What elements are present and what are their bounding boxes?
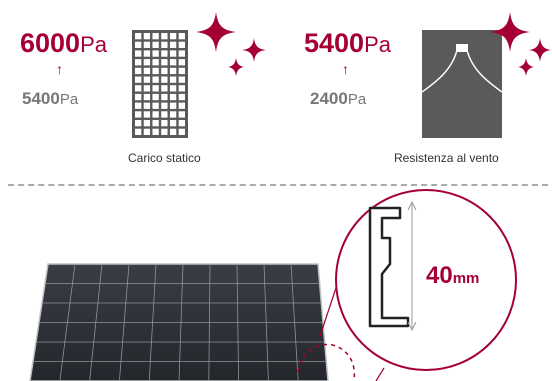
module-cell xyxy=(161,120,168,127)
module-cell xyxy=(178,41,185,48)
module-cell xyxy=(169,41,177,48)
wind-load-value-high: 5400Pa xyxy=(304,28,391,58)
module-cell xyxy=(161,76,168,83)
solar-module-grid-icon xyxy=(132,30,188,138)
module-cell xyxy=(143,50,151,57)
module-cell xyxy=(161,33,168,40)
module-cell xyxy=(178,59,185,66)
module-cell xyxy=(178,76,185,83)
module-cell xyxy=(143,85,151,92)
wind-load-section: 5400Pa ↑ 2400Pa Resistenza al vento xyxy=(280,0,552,180)
module-cell xyxy=(135,111,142,118)
frame-detail-callout: 40mm xyxy=(334,188,518,372)
module-cell xyxy=(135,128,142,135)
module-cell xyxy=(143,111,151,118)
static-load-value-low: 5400Pa xyxy=(22,89,79,108)
module-cell xyxy=(169,85,177,92)
module-cell xyxy=(169,50,177,57)
module-cell xyxy=(178,93,185,101)
static-load-arrow: ↑ xyxy=(56,61,63,77)
module-cell xyxy=(143,102,151,109)
sparkle-icon xyxy=(196,12,266,76)
module-cell xyxy=(161,93,168,101)
module-cell xyxy=(135,33,142,40)
module-cell xyxy=(135,93,142,101)
module-cell xyxy=(169,93,177,101)
module-cell xyxy=(178,111,185,118)
module-cell xyxy=(169,128,177,135)
module-cell xyxy=(178,33,185,40)
module-cell xyxy=(178,102,185,109)
module-cell xyxy=(169,102,177,109)
module-cell xyxy=(135,67,142,75)
module-cell xyxy=(152,59,159,66)
module-cell xyxy=(143,67,151,75)
module-cell xyxy=(135,85,142,92)
module-cell xyxy=(169,76,177,83)
module-cell xyxy=(143,76,151,83)
module-cell xyxy=(169,59,177,66)
module-cell xyxy=(152,85,159,92)
module-cell xyxy=(161,50,168,57)
module-cell xyxy=(152,102,159,109)
module-cell xyxy=(169,111,177,118)
module-cell xyxy=(152,111,159,118)
module-cell xyxy=(169,120,177,127)
module-cell xyxy=(161,128,168,135)
module-cell xyxy=(152,120,159,127)
wind-load-caption: Resistenza al vento xyxy=(394,151,499,165)
module-cell xyxy=(152,50,159,57)
module-cell xyxy=(135,120,142,127)
module-cell xyxy=(152,41,159,48)
module-cell xyxy=(161,67,168,75)
module-cell xyxy=(143,59,151,66)
wind-load-arrow: ↑ xyxy=(342,61,349,77)
module-cell xyxy=(178,67,185,75)
module-cell xyxy=(152,33,159,40)
wind-module-icon xyxy=(422,30,502,138)
module-cell xyxy=(152,67,159,75)
module-cell xyxy=(143,120,151,127)
module-cell xyxy=(143,128,151,135)
module-cell xyxy=(161,59,168,66)
module-cell xyxy=(178,128,185,135)
module-cell xyxy=(135,76,142,83)
module-cell xyxy=(161,111,168,118)
module-cell xyxy=(143,41,151,48)
module-cell xyxy=(161,102,168,109)
module-cell xyxy=(169,67,177,75)
frame-profile-icon xyxy=(335,189,517,371)
module-cell xyxy=(135,41,142,48)
module-cell xyxy=(152,76,159,83)
module-cell xyxy=(143,93,151,101)
section-divider xyxy=(8,184,548,186)
module-cell xyxy=(143,33,151,40)
module-cell xyxy=(152,128,159,135)
frame-thickness-label: 40mm xyxy=(426,262,480,289)
static-load-caption: Carico statico xyxy=(128,151,201,165)
module-cell xyxy=(178,120,185,127)
module-cell xyxy=(135,59,142,66)
module-cell xyxy=(169,33,177,40)
solar-panel-image xyxy=(29,245,385,381)
module-cell xyxy=(135,102,142,109)
module-cell xyxy=(161,85,168,92)
static-load-value-high: 6000Pa xyxy=(20,28,107,58)
module-cell xyxy=(135,50,142,57)
module-cell xyxy=(178,85,185,92)
module-cell xyxy=(152,93,159,101)
static-load-section: 6000Pa ↑ 5400Pa Carico statico xyxy=(0,0,280,180)
wind-load-value-low: 2400Pa xyxy=(310,89,367,108)
sparkle-icon xyxy=(490,12,551,76)
module-cell xyxy=(178,50,185,57)
module-cell xyxy=(161,41,168,48)
